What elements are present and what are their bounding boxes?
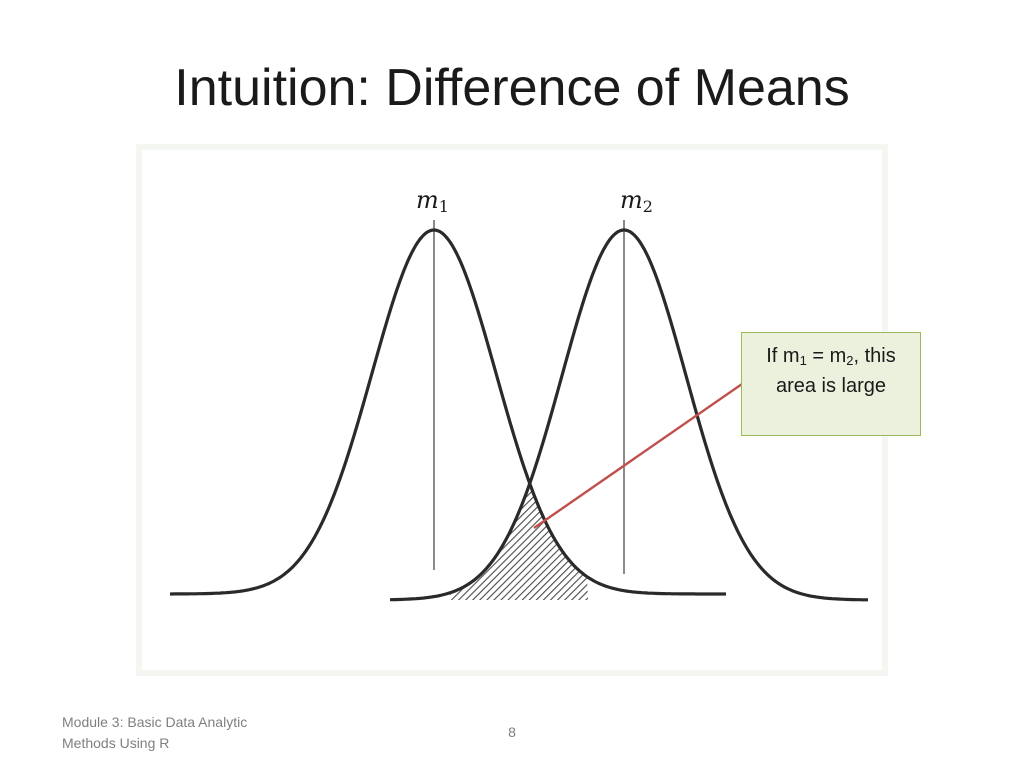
callout-text-mid: = m — [806, 345, 847, 367]
callout-subscript-2: 2 — [846, 353, 854, 368]
callout-text-prefix: If m — [766, 345, 800, 367]
distribution-curve-m1 — [170, 228, 726, 596]
callout-box: If m1 = m2, this area is large — [741, 332, 921, 436]
callout-line-1: If m1 = m2, this — [742, 341, 920, 371]
distribution-curve-m2 — [390, 228, 868, 602]
footer-module-line-2: Methods Using R — [62, 735, 170, 751]
overlap-area — [450, 481, 588, 600]
page-number: 8 — [508, 724, 516, 740]
footer-module-name: Module 3: Basic Data Analytic Methods Us… — [62, 712, 302, 754]
label-m2: m2 — [620, 186, 653, 216]
slide-title: Intuition: Difference of Means — [174, 59, 850, 117]
callout-leader-line — [533, 383, 743, 529]
callout-subscript-1: 1 — [799, 353, 807, 368]
callout-line-2: area is large — [775, 375, 887, 397]
footer-module-line-1: Module 3: Basic Data Analytic — [62, 714, 248, 730]
callout-text-suffix: , this — [853, 345, 896, 367]
